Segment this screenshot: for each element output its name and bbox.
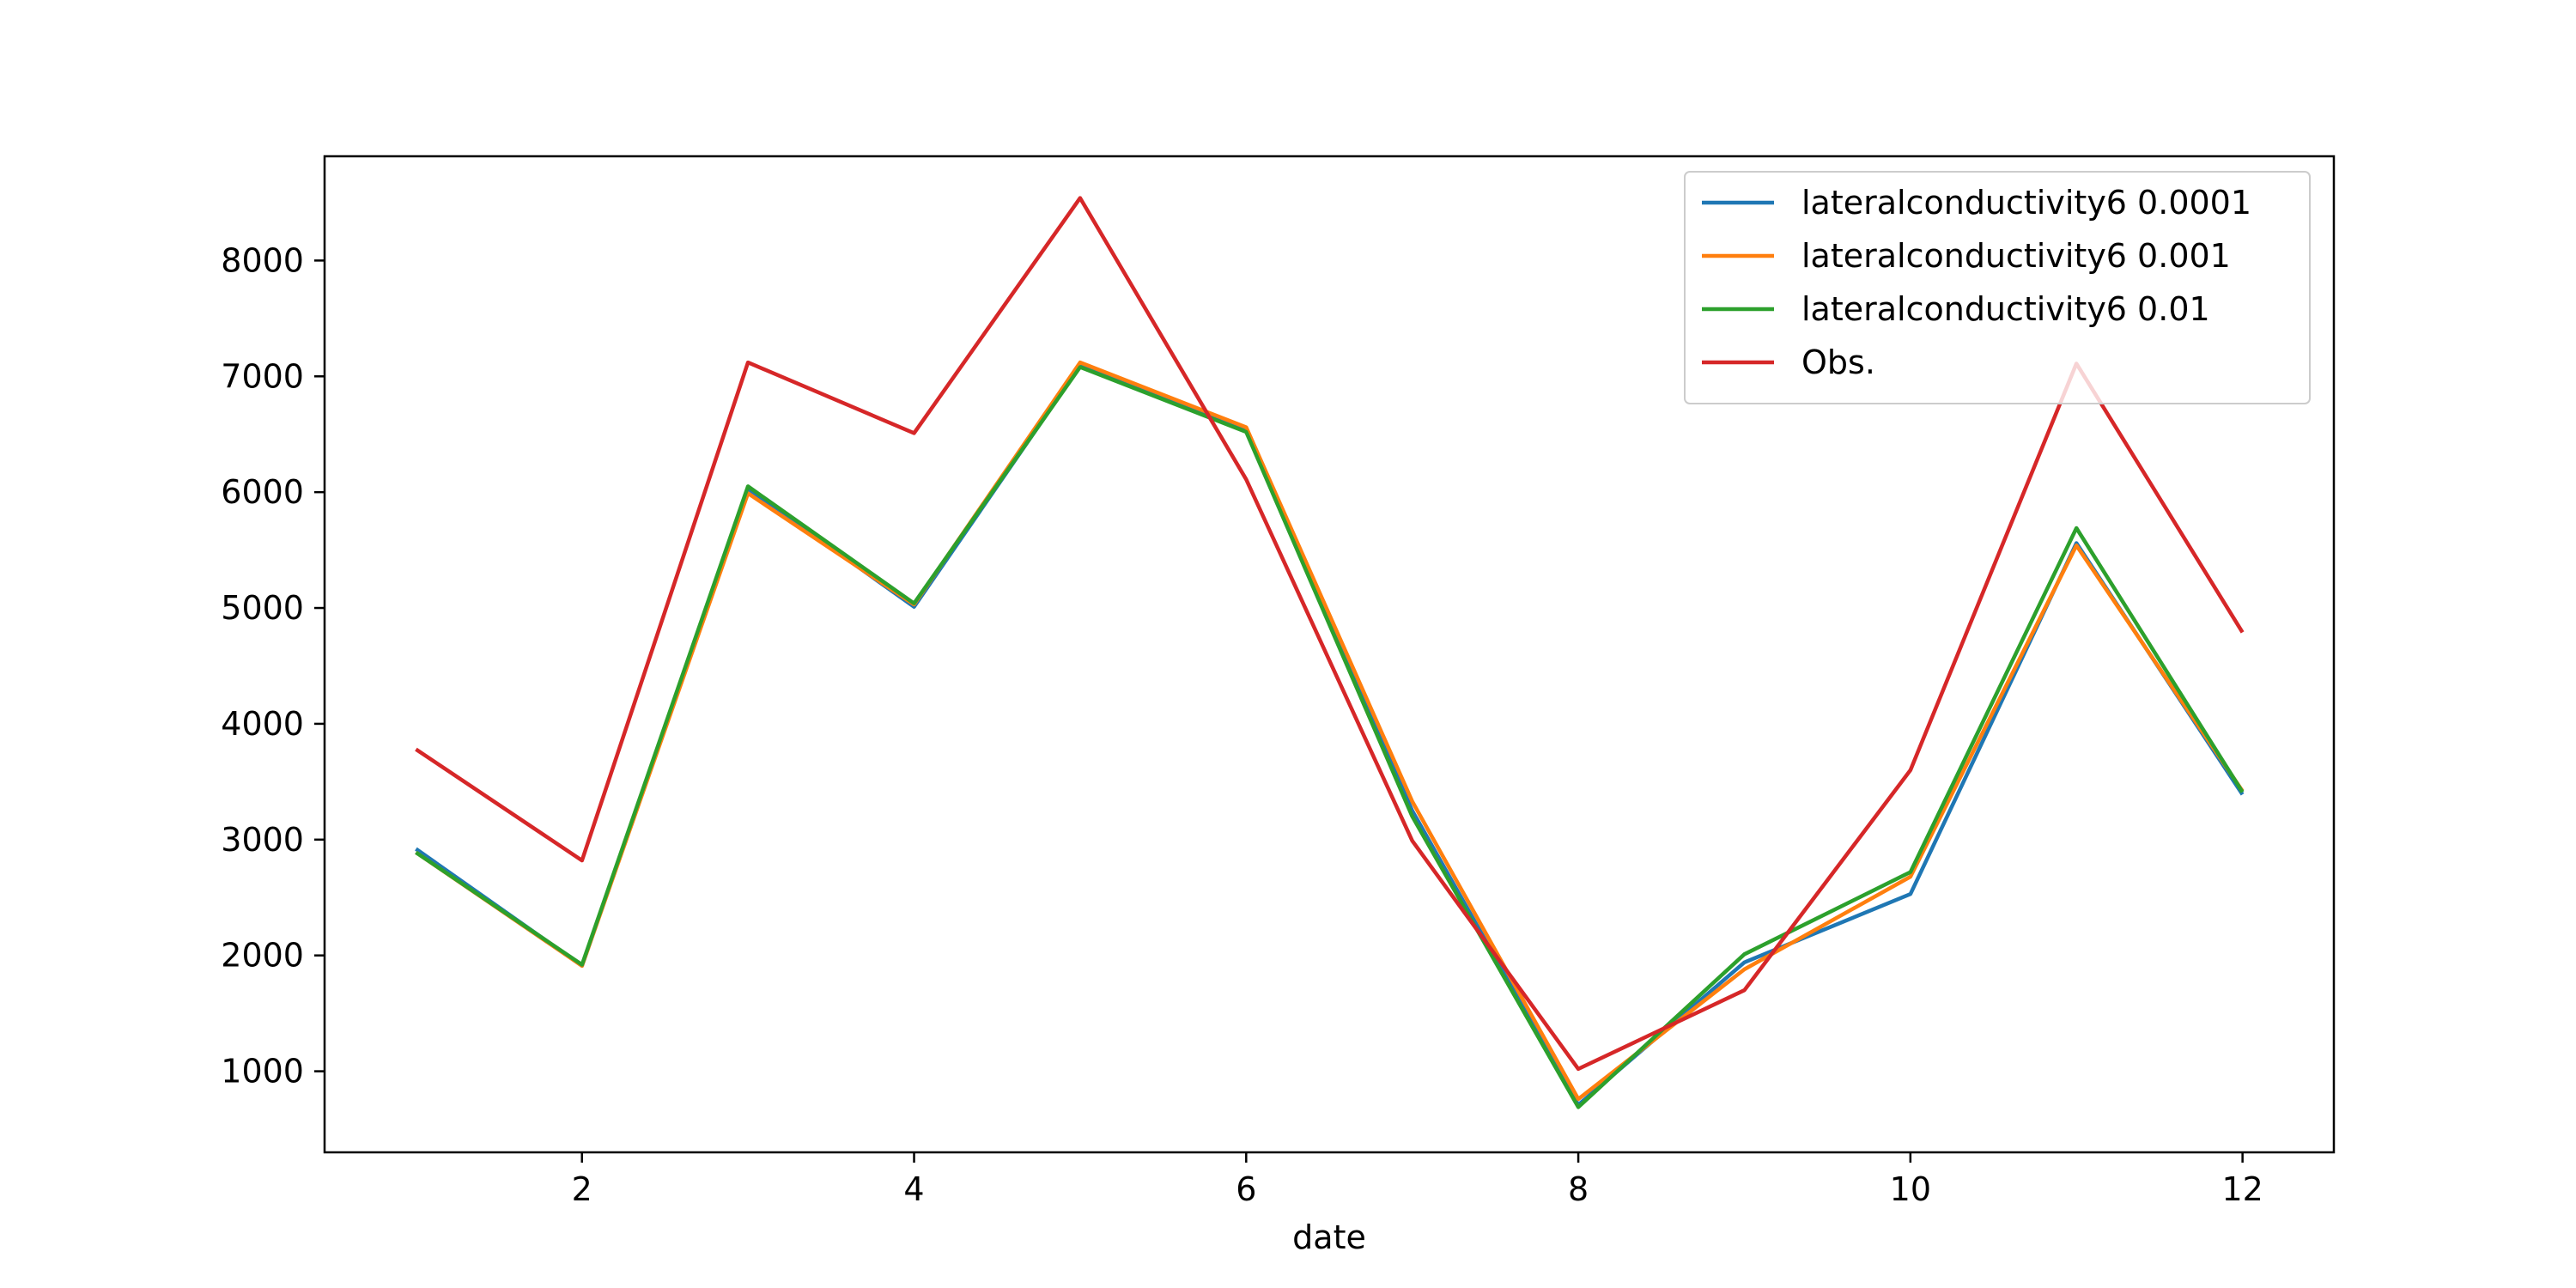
- legend-label-3: lateralconductivity6 0.01: [1801, 290, 2210, 328]
- y-tick-label: 5000: [221, 589, 304, 627]
- legend-label-1: lateralconductivity6 0.0001: [1801, 184, 2251, 222]
- y-tick-label: 8000: [221, 241, 304, 279]
- legend-label-4: Obs.: [1801, 343, 1875, 381]
- plot-frame: [323, 155, 2336, 1154]
- y-tick-label: 2000: [221, 937, 304, 975]
- ticks-layer: 2 4 6 8 10 12 1000 2000 3000 4000 5000 6000 7000 8000: [221, 241, 2263, 1208]
- series-layer: [415, 196, 2245, 1109]
- y-tick-label: 1000: [221, 1053, 304, 1091]
- x-tick-label: 6: [1236, 1170, 1256, 1208]
- series-line-4: [415, 196, 2245, 1072]
- x-axis-label: date: [1292, 1218, 1366, 1256]
- x-tick-label: 10: [1890, 1170, 1931, 1208]
- series-line-2: [415, 360, 2245, 1102]
- y-tick-label: 4000: [221, 705, 304, 743]
- y-tick-label: 7000: [221, 357, 304, 395]
- legend: lateralconductivity6 0.0001 lateralconduc…: [1684, 171, 2311, 404]
- legend-label-2: lateralconductivity6 0.001: [1801, 237, 2231, 275]
- x-tick-label: 8: [1568, 1170, 1589, 1208]
- x-tick-label: 4: [903, 1170, 924, 1208]
- x-tick-label: 2: [572, 1170, 592, 1208]
- y-tick-label: 3000: [221, 821, 304, 859]
- x-tick-label: 12: [2221, 1170, 2263, 1208]
- legend-frame: [1684, 171, 2311, 404]
- y-tick-label: 6000: [221, 473, 304, 511]
- series-line-3: [415, 365, 2245, 1109]
